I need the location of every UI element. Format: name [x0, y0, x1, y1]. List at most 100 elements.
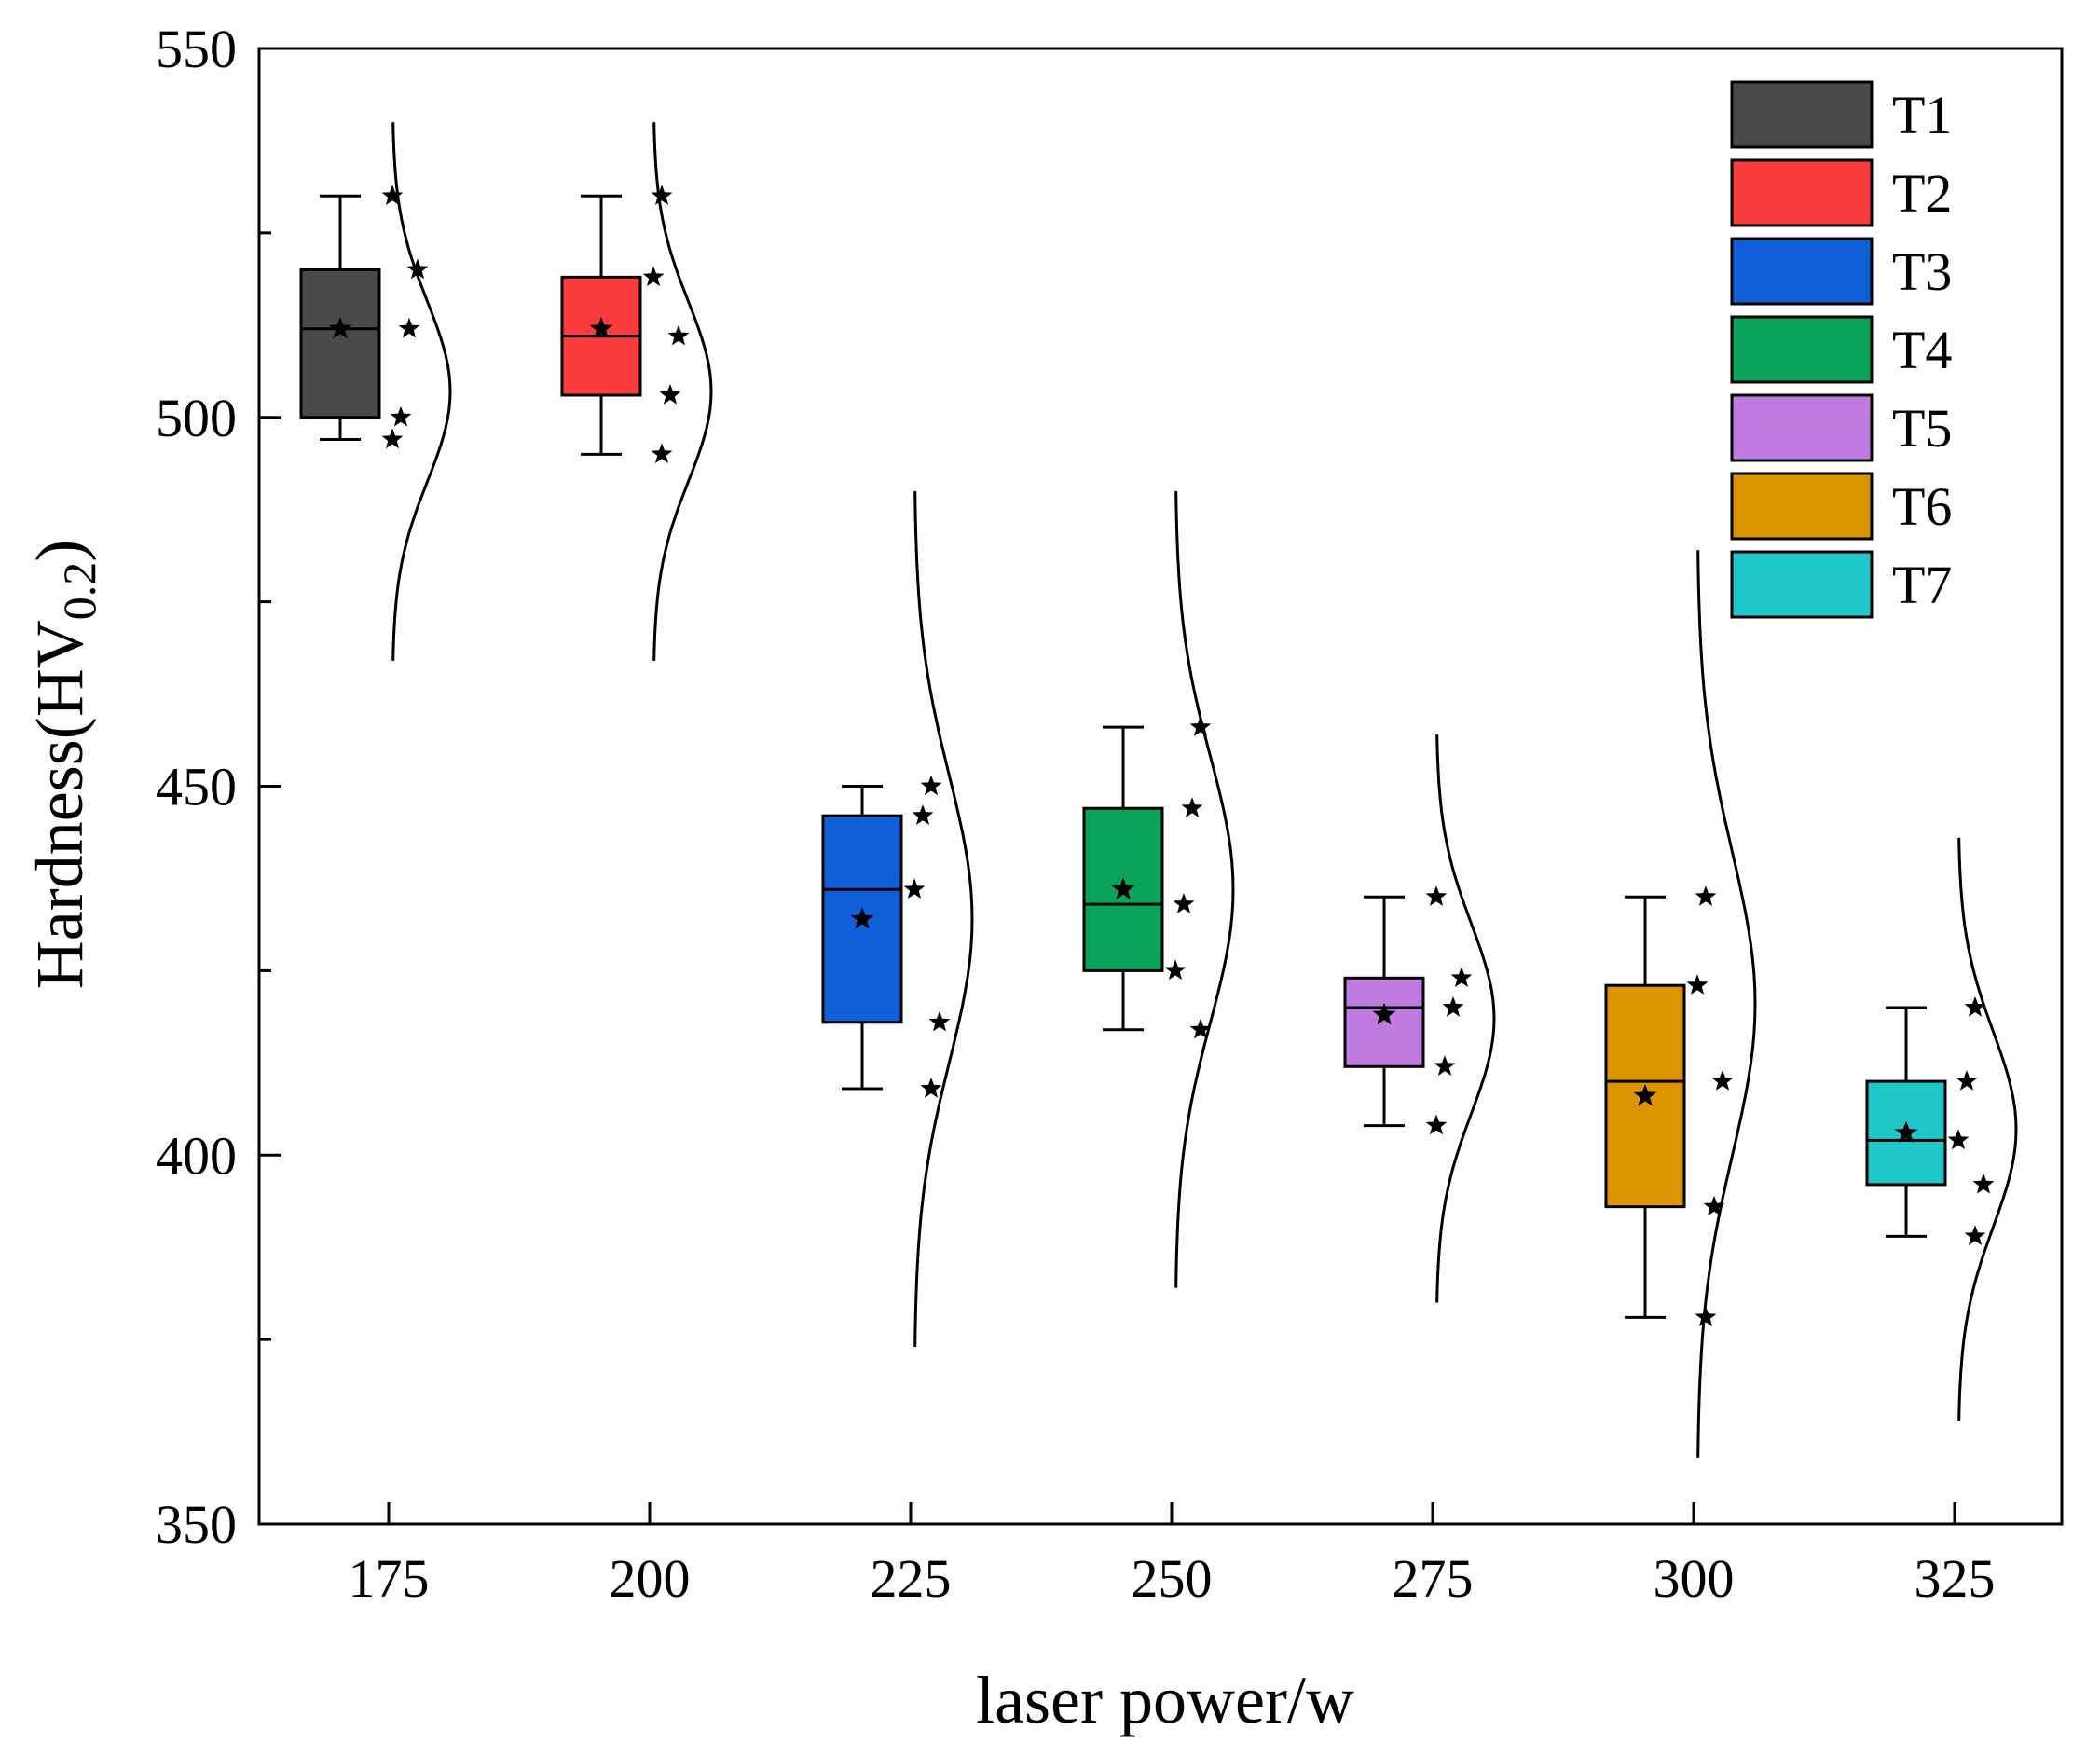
data-point [642, 266, 665, 287]
legend-swatch [1730, 237, 1874, 306]
x-tick-label: 300 [1654, 1548, 1735, 1609]
x-tick-label: 250 [1132, 1548, 1213, 1609]
data-point [398, 317, 420, 338]
data-point [1181, 797, 1203, 817]
legend-label: T5 [1892, 398, 1952, 459]
x-axis-title: laser power/w [976, 1663, 1354, 1737]
y-axis-title-close: ) [22, 540, 97, 562]
legend-swatch [1730, 80, 1874, 149]
x-tick-label: 275 [1393, 1548, 1474, 1609]
box-t5 [1343, 976, 1425, 1068]
data-point [406, 258, 429, 280]
data-point [1173, 893, 1195, 913]
legend-label: T3 [1892, 241, 1952, 302]
mean-marker [1372, 1002, 1396, 1025]
mean-marker [328, 316, 352, 339]
axes: 350 400 450 500 550 175 200 225 250 275 300 325 [156, 19, 1996, 1609]
y-axis-title-main: Hardness(HV [22, 620, 97, 989]
y-tick-label: 350 [156, 1494, 237, 1555]
x-tick-label: 325 [1915, 1548, 1996, 1609]
data-point [381, 185, 404, 205]
mean-marker [1633, 1083, 1657, 1106]
data-point [1425, 885, 1448, 906]
legend-item-t3: T3 [1730, 237, 1952, 306]
data-point [1972, 1173, 1995, 1194]
legend-label: T7 [1892, 555, 1952, 615]
data-point [1695, 885, 1717, 906]
y-axis-title-subscript: 0.2 [53, 562, 105, 621]
data-point [1189, 1018, 1212, 1039]
data-point [1947, 1129, 1970, 1150]
data-point [1686, 974, 1709, 995]
y-tick-label: 450 [156, 757, 237, 817]
data-point [390, 405, 412, 427]
x-tick-label: 225 [871, 1548, 952, 1609]
data-point [651, 185, 673, 205]
legend-swatch [1730, 472, 1874, 541]
data-point [659, 384, 681, 405]
data-point [912, 804, 934, 825]
box-t1 [299, 268, 381, 419]
data-point [1442, 996, 1464, 1017]
data-point [651, 443, 673, 463]
y-tick-label: 400 [156, 1125, 237, 1186]
data-point [1425, 1114, 1448, 1135]
data-point [1703, 1195, 1725, 1216]
y-tick-label: 500 [156, 388, 237, 448]
mean-marker [850, 907, 874, 929]
legend-label: T2 [1892, 163, 1952, 224]
y-axis-title: Hardness(HV0.2) [22, 540, 105, 989]
distribution-curve [652, 122, 713, 661]
box-group-t5 [1343, 734, 1496, 1303]
data-point [381, 428, 404, 449]
data-point [1434, 1055, 1456, 1076]
data-point [1964, 996, 1986, 1017]
legend-swatch [1730, 393, 1874, 462]
data-point [928, 1010, 951, 1032]
data-point [903, 878, 926, 899]
data-point [1964, 1225, 1986, 1245]
distribution-curve [1696, 550, 1757, 1458]
legend-label: T4 [1892, 320, 1952, 380]
legend-swatch [1730, 315, 1874, 384]
legend-item-t4: T4 [1730, 315, 1952, 384]
legend-label: T1 [1892, 85, 1952, 145]
mean-marker [1111, 877, 1135, 899]
data-point [667, 324, 690, 346]
legend-swatch [1730, 550, 1874, 619]
box-group-t6 [1604, 550, 1757, 1458]
data-point [1695, 1306, 1717, 1327]
box-group-t7 [1865, 837, 2018, 1421]
box-group-t2 [560, 122, 713, 661]
legend-swatch [1730, 158, 1874, 227]
data-point [920, 1078, 942, 1098]
box-group-t3 [821, 490, 974, 1348]
legend-label: T6 [1892, 476, 1952, 537]
legend-item-t2: T2 [1730, 158, 1952, 227]
legend-item-t1: T1 [1730, 80, 1952, 149]
legend: T1 T2 T3 T4 T5 T6 T7 [1730, 80, 1952, 619]
legend-item-t6: T6 [1730, 472, 1952, 541]
mean-marker [1894, 1120, 1918, 1143]
legend-item-t7: T7 [1730, 550, 1952, 619]
x-tick-label: 200 [610, 1548, 691, 1609]
data-point [1450, 967, 1473, 987]
data-point [1189, 716, 1212, 736]
distribution-curve [1435, 734, 1496, 1303]
mean-marker [589, 316, 613, 339]
distribution-curve [391, 122, 452, 661]
distribution-curve [1957, 837, 2018, 1421]
box-group-t4 [1082, 490, 1235, 1288]
distribution-curve [913, 490, 974, 1348]
data-point [1164, 959, 1187, 981]
data-point [1956, 1070, 1978, 1091]
distribution-curve [1174, 490, 1235, 1288]
x-tick-label: 175 [349, 1548, 430, 1609]
chart-marks [299, 122, 2018, 1458]
y-tick-label: 550 [156, 19, 237, 79]
data-point [920, 775, 942, 796]
data-point [1711, 1070, 1734, 1091]
legend-item-t5: T5 [1730, 393, 1952, 462]
